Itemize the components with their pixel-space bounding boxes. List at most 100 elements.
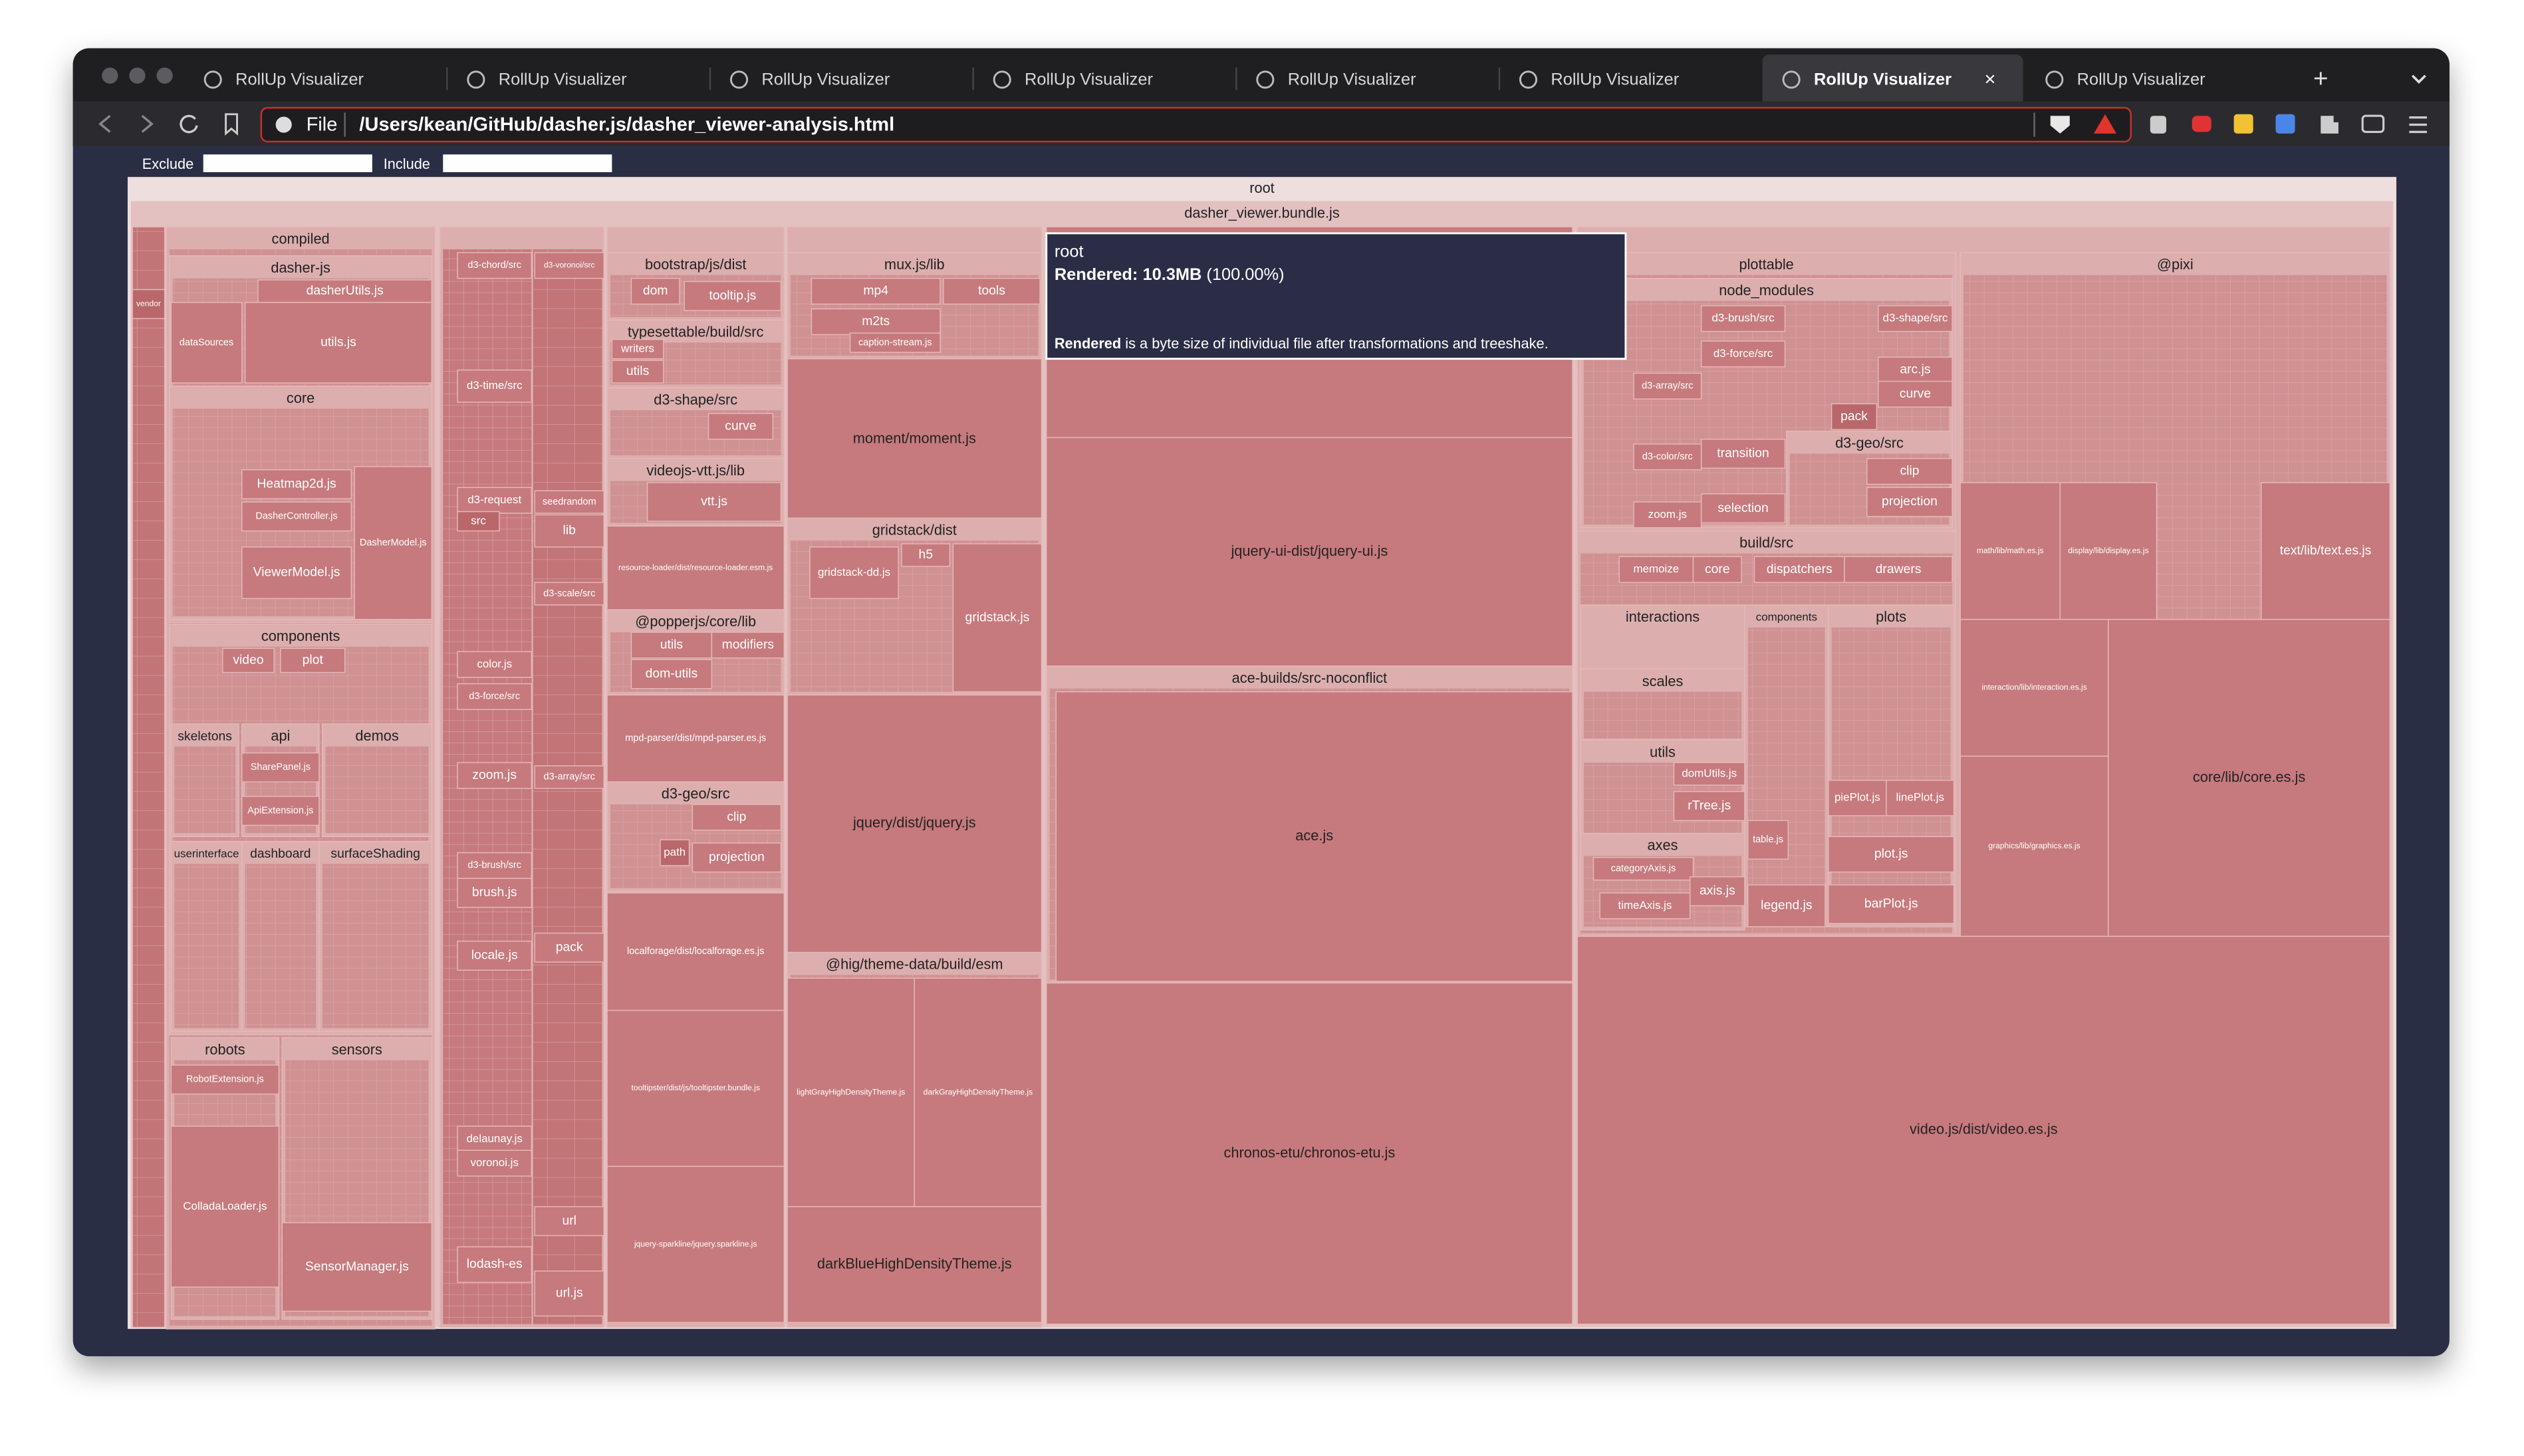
- leaf-rect[interactable]: [611, 338, 664, 360]
- leaf-rect[interactable]: [1618, 556, 1694, 583]
- treemap-leaf[interactable]: locale.js: [457, 940, 533, 971]
- treemap-leaf[interactable]: barPlot.js: [1828, 884, 1955, 924]
- leaf-rect[interactable]: [1959, 482, 2061, 620]
- rewards-icon[interactable]: [2094, 114, 2116, 134]
- treemap-leaf[interactable]: voronoi.js: [457, 1150, 533, 1177]
- treemap-leaf[interactable]: domUtils.js: [1673, 762, 1745, 786]
- treemap-leaf[interactable]: rTree.js: [1673, 790, 1745, 821]
- leaf-rect[interactable]: [280, 648, 346, 673]
- leaf-rect[interactable]: [1959, 755, 2109, 937]
- treemap-group[interactable]: plots: [1828, 604, 1955, 927]
- new-tab[interactable]: +: [2313, 64, 2329, 93]
- leaf-rect[interactable]: [170, 1126, 280, 1288]
- treemap-leaf[interactable]: src: [457, 511, 500, 532]
- treemap-leaf[interactable]: curve: [707, 413, 774, 440]
- leaf-rect[interactable]: [457, 1126, 533, 1153]
- treemap-leaf[interactable]: d3-time/src: [457, 369, 533, 403]
- leaf-rect[interactable]: [2108, 618, 2391, 937]
- leaf-rect[interactable]: [534, 252, 604, 279]
- leaf-rect[interactable]: [787, 1206, 1043, 1323]
- treemap-leaf[interactable]: jquery-sparkline/jquery.sparkline.js: [606, 1165, 785, 1323]
- leaf-rect[interactable]: [1633, 372, 1702, 400]
- treemap-leaf[interactable]: modifiers: [711, 632, 785, 659]
- treemap-leaf[interactable]: seedrandom: [534, 490, 604, 514]
- leaf-rect[interactable]: [1878, 356, 1953, 384]
- leaf-rect[interactable]: [457, 1150, 533, 1177]
- leaf-rect[interactable]: [914, 977, 1043, 1207]
- leaf-rect[interactable]: [809, 546, 899, 599]
- tab[interactable]: RollUp Visualizer: [203, 70, 364, 89]
- leaf-rect[interactable]: [170, 1064, 280, 1095]
- treemap-leaf[interactable]: projection: [1866, 487, 1953, 517]
- leaf-rect[interactable]: [1689, 876, 1745, 907]
- treemap-leaf[interactable]: interaction/lib/interaction.es.js: [1959, 618, 2109, 757]
- leaf-rect[interactable]: [660, 839, 690, 866]
- leaf-rect[interactable]: [244, 302, 433, 384]
- treemap-leaf[interactable]: delaunay.js: [457, 1126, 533, 1153]
- leaf-rect[interactable]: [1700, 340, 1786, 368]
- leaf-rect[interactable]: [241, 501, 352, 532]
- leaf-rect[interactable]: [2059, 482, 2158, 620]
- treemap-group[interactable]: demos: [322, 723, 433, 838]
- leaf-rect[interactable]: [170, 302, 243, 384]
- leaf-rect[interactable]: [257, 279, 433, 303]
- treemap-leaf[interactable]: tooltip.js: [684, 281, 782, 311]
- treemap-leaf[interactable]: tooltipster/dist/js/tooltipster.bundle.j…: [606, 1009, 785, 1167]
- group-rect[interactable]: [1580, 604, 1745, 670]
- treemap-leaf[interactable]: ace.js: [1055, 691, 1573, 982]
- treemap-leaf[interactable]: m2ts: [811, 308, 941, 336]
- treemap-leaf[interactable]: vtt.js: [646, 482, 782, 522]
- leaf-rect[interactable]: [1055, 691, 1573, 982]
- extension-icon[interactable]: [2233, 114, 2253, 134]
- leaf-rect[interactable]: [534, 1270, 604, 1317]
- treemap-leaf[interactable]: video: [222, 648, 275, 673]
- treemap-leaf[interactable]: zoom.js: [457, 762, 533, 789]
- tab[interactable]: RollUp Visualizer: [2045, 70, 2206, 89]
- treemap-leaf[interactable]: curve: [1878, 380, 1953, 408]
- menu-button[interactable]: [2409, 116, 2427, 134]
- treemap-leaf[interactable]: lightGrayHighDensityTheme.js: [787, 977, 916, 1207]
- leaf-rect[interactable]: [1747, 884, 1826, 927]
- tab[interactable]: RollUp Visualizer: [1498, 67, 1680, 90]
- treemap-leaf[interactable]: brush.js: [457, 878, 533, 908]
- treemap-leaf[interactable]: caption-stream.js: [849, 332, 941, 353]
- treemap-leaf[interactable]: ColladaLoader.js: [170, 1126, 280, 1288]
- leaf-rect[interactable]: [457, 762, 533, 789]
- leaf-rect[interactable]: [606, 694, 785, 783]
- tab[interactable]: RollUp Visualizer: [446, 67, 627, 90]
- treemap-leaf[interactable]: localforage/dist/localforage.es.js: [606, 892, 785, 1011]
- treemap-leaf[interactable]: math/lib/math.es.js: [1959, 482, 2061, 620]
- leaf-rect[interactable]: [606, 1165, 785, 1323]
- treemap-leaf[interactable]: d3-voronoi/src: [534, 252, 604, 279]
- leaf-rect[interactable]: [1046, 982, 1573, 1325]
- treemap-leaf[interactable]: dispatchers: [1753, 556, 1845, 583]
- treemap-leaf[interactable]: dom-utils: [630, 659, 713, 689]
- treemap-leaf[interactable]: resource-loader/dist/resource-loader.esm…: [606, 525, 785, 610]
- treemap-leaf[interactable]: DasherModel.js: [354, 466, 433, 620]
- treemap-group[interactable]: utils: [1580, 739, 1745, 838]
- treemap-leaf[interactable]: dom: [630, 277, 680, 305]
- leaf-rect[interactable]: [684, 281, 782, 311]
- treemap-leaf[interactable]: d3-force/src: [457, 683, 533, 710]
- treemap-group[interactable]: surfaceShading: [318, 840, 433, 1032]
- leaf-rect[interactable]: [1700, 438, 1786, 469]
- treemap-leaf[interactable]: core/lib/core.es.js: [2108, 618, 2391, 937]
- treemap-group[interactable]: userinterface: [170, 840, 243, 1032]
- extensions-button[interactable]: [2321, 116, 2338, 134]
- leaf-rect[interactable]: [457, 683, 533, 710]
- leaf-rect[interactable]: [811, 277, 941, 305]
- leaf-rect[interactable]: [534, 1206, 604, 1237]
- leaf-rect[interactable]: [692, 842, 782, 873]
- leaf-rect[interactable]: [1878, 380, 1953, 408]
- treemap-leaf[interactable]: zoom.js: [1633, 501, 1702, 529]
- treemap-leaf[interactable]: table.js: [1747, 820, 1789, 860]
- window-zoom[interactable]: [156, 67, 173, 84]
- leaf-rect[interactable]: [1692, 556, 1742, 583]
- leaf-rect[interactable]: [222, 648, 275, 673]
- treemap-leaf[interactable]: mp4: [811, 277, 941, 305]
- leaf-rect[interactable]: [1673, 790, 1745, 821]
- treemap-leaf[interactable]: darkBlueHighDensityTheme.js: [787, 1206, 1043, 1323]
- leaf-rect[interactable]: [457, 511, 500, 532]
- treemap-leaf[interactable]: d3-array/src: [1633, 372, 1702, 400]
- leaf-rect[interactable]: [811, 308, 941, 336]
